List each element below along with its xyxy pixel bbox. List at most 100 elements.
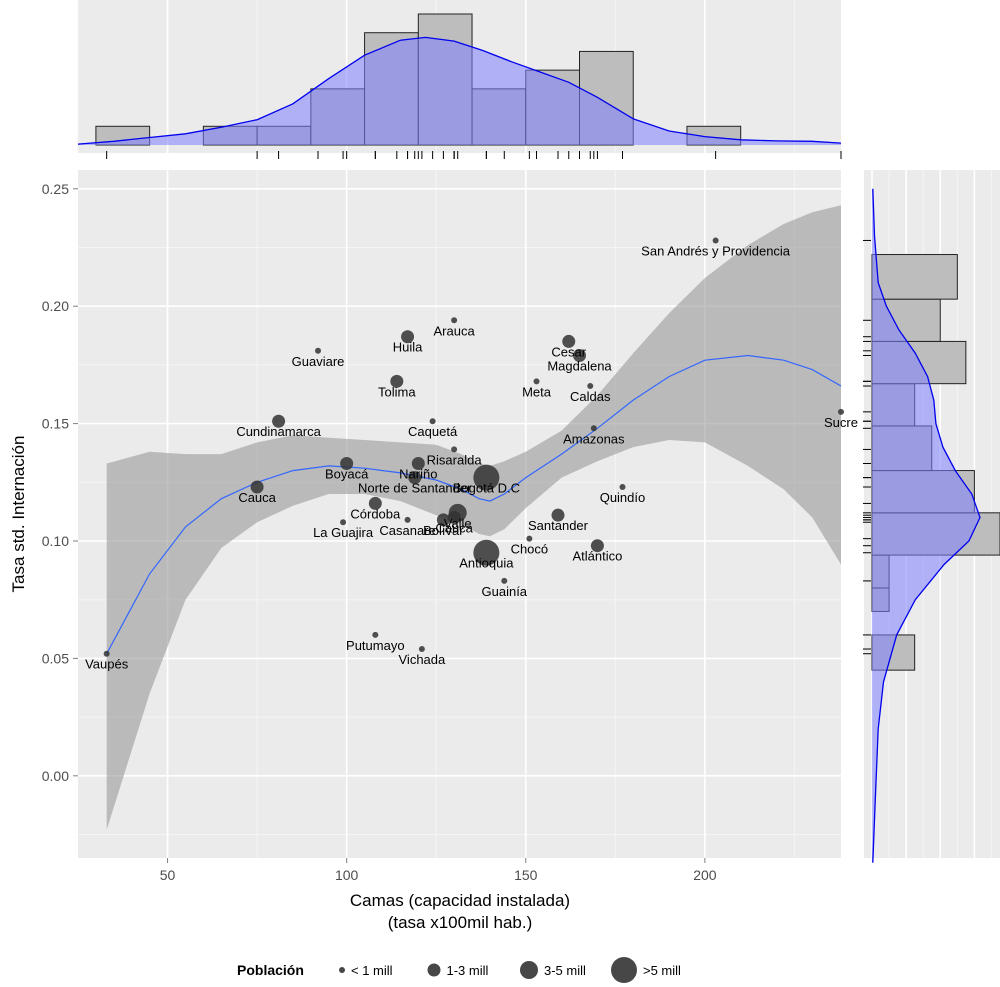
point-label: Guainía	[482, 584, 528, 599]
point-label: Cesar	[551, 344, 586, 359]
legend-key-circle	[611, 957, 637, 983]
point-label: Amazonas	[563, 431, 625, 446]
point-label: Atlántico	[572, 549, 622, 564]
right-density-fill	[872, 188, 980, 863]
point-label: Vaupés	[85, 657, 129, 672]
data-point	[590, 539, 604, 553]
point-label: Risaralda	[427, 452, 483, 467]
data-point	[429, 418, 436, 425]
data-points	[103, 237, 844, 657]
data-point	[447, 511, 461, 525]
right-histogram-bar	[871, 254, 958, 300]
x-tick-label: 50	[160, 867, 176, 883]
data-point	[372, 631, 379, 638]
x-tick-label: 200	[693, 867, 717, 883]
y-axis: 0.00 0.05 0.10 0.15 0.20 0.25	[42, 181, 78, 784]
y-tick-label: 0.10	[42, 533, 69, 549]
data-point	[526, 535, 533, 542]
data-point	[272, 414, 286, 428]
top-histogram-density	[77, 36, 842, 145]
legend-key-circle	[339, 967, 345, 973]
data-point	[551, 508, 565, 522]
point-label: Caquetá	[408, 424, 458, 439]
legend-title: Población	[237, 962, 304, 978]
point-label: Nariño	[399, 467, 437, 482]
point-label: Cundinamarca	[236, 424, 321, 439]
data-point	[401, 330, 415, 344]
point-labels: San Andrés y Providencia Arauca Huila Cesar…	[85, 243, 858, 671]
x-axis-title-line2: (tasa x100mil hab.)	[388, 913, 533, 932]
point-label: San Andrés y Providencia	[641, 243, 791, 258]
legend-entry-label: 1-3 mill	[447, 963, 489, 978]
legend-key-circle	[520, 961, 538, 979]
data-point	[473, 464, 500, 491]
y-tick-label: 0.25	[42, 181, 69, 197]
data-point	[436, 513, 450, 527]
data-point	[404, 516, 411, 523]
right-density-line	[872, 188, 981, 863]
data-point	[838, 408, 844, 415]
data-point	[501, 577, 508, 584]
main-plot-panel: San Andrés y Providencia Arauca Huila Cesar…	[78, 170, 858, 858]
data-point	[103, 650, 110, 657]
data-point	[451, 317, 458, 324]
point-label: Sucre	[824, 415, 858, 430]
legend-entry-label: < 1 mill	[351, 963, 393, 978]
point-label: Chocó	[511, 542, 549, 557]
point-label: Caldas	[570, 389, 611, 404]
y-tick-label: 0.05	[42, 650, 69, 666]
main-plot-grid	[78, 170, 841, 858]
size-legend: Población < 1 mill 1-3 mill 3-5 mill >5 mil…	[237, 957, 681, 983]
point-label: Bolívar	[423, 523, 464, 538]
data-point	[451, 446, 458, 453]
point-label: Huila	[393, 340, 423, 355]
point-label: Meta	[522, 384, 552, 399]
point-label: Vichada	[399, 652, 447, 667]
point-label: Tolima	[378, 384, 416, 399]
data-point	[315, 347, 322, 354]
top-density-line	[77, 36, 842, 145]
data-point	[340, 519, 347, 526]
data-point	[418, 646, 425, 653]
data-point	[473, 539, 500, 566]
x-tick-label: 100	[335, 867, 359, 883]
data-point	[250, 480, 264, 494]
data-point	[533, 378, 540, 385]
legend-entries: < 1 mill 1-3 mill 3-5 mill >5 mill	[339, 957, 681, 983]
x-axis-title-line1: Camas (capacidad instalada)	[350, 891, 570, 910]
point-label: Valle	[444, 516, 472, 531]
data-point	[587, 383, 594, 390]
y-tick-label: 0.00	[42, 768, 69, 784]
data-point	[573, 349, 587, 363]
top-histogram-panel	[77, 0, 842, 159]
y-axis-title: Tasa std. Internación	[9, 436, 28, 593]
legend-entry-label: 3-5 mill	[544, 963, 586, 978]
legend-entry-label: >5 mill	[643, 963, 681, 978]
point-label: Antioquia	[459, 556, 514, 571]
right-histogram-panel	[863, 170, 1000, 863]
right-histogram-rug	[863, 239, 871, 655]
right-histogram-density	[872, 188, 981, 863]
data-point	[619, 483, 626, 490]
y-tick-label: 0.20	[42, 298, 69, 314]
point-label: Norte de Santander	[358, 481, 472, 496]
data-point	[562, 334, 576, 348]
confidence-ribbon	[106, 205, 841, 830]
data-point	[408, 471, 422, 485]
point-label: Quindío	[600, 490, 646, 505]
smooth-confidence-ribbon	[106, 205, 841, 830]
point-label: Cauca	[238, 490, 276, 505]
data-point	[390, 374, 404, 388]
legend-key-circle	[427, 963, 441, 977]
point-label: Arauca	[434, 323, 476, 338]
point-label: Cauca	[435, 521, 473, 536]
point-label: Bogotá D.C	[453, 481, 520, 496]
top-histogram-rug	[106, 151, 842, 159]
point-label: La Guajira	[313, 525, 374, 540]
point-label: Casanare	[379, 523, 435, 538]
point-label: Santander	[528, 518, 589, 533]
data-point	[340, 457, 354, 471]
data-point	[590, 425, 597, 432]
data-point	[368, 496, 382, 510]
